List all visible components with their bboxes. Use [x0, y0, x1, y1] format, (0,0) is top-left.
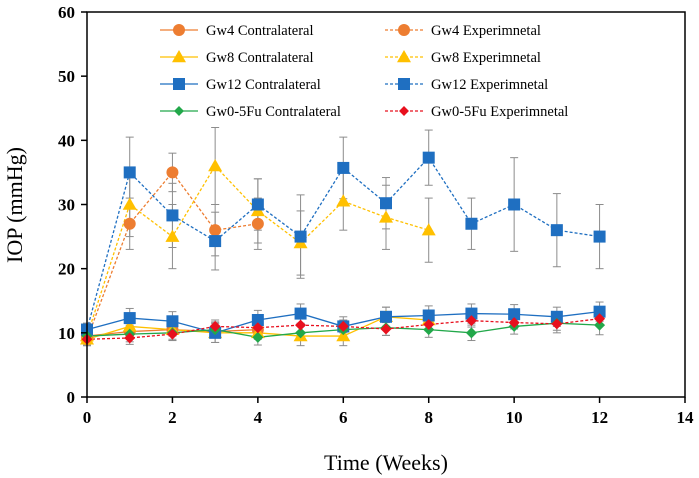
y-tick-label: 20	[58, 260, 75, 279]
data-point	[123, 166, 136, 179]
x-tick-label: 4	[254, 408, 263, 427]
data-point	[294, 307, 307, 320]
data-point	[251, 198, 264, 211]
data-point	[166, 166, 179, 179]
legend-marker	[397, 50, 411, 63]
legend-label: Gw12 Contralateral	[206, 77, 321, 93]
data-point	[422, 151, 435, 164]
legend-label: Gw4 Contralateral	[206, 23, 314, 39]
y-axis-title: IOP (mmHg)	[2, 147, 27, 263]
legend-label: Gw4 Experimnetal	[431, 23, 541, 39]
data-point	[465, 217, 478, 230]
data-point	[593, 305, 606, 318]
data-point	[251, 314, 264, 326]
data-point	[380, 310, 392, 323]
data-point	[166, 315, 179, 328]
data-point	[295, 319, 307, 331]
data-point	[165, 229, 180, 242]
data-point	[508, 308, 521, 321]
x-axis-title: Time (Weeks)	[324, 450, 448, 475]
data-point	[550, 310, 563, 323]
y-tick-label: 30	[58, 196, 75, 215]
data-point	[380, 323, 392, 335]
data-point	[380, 197, 392, 210]
data-point	[551, 318, 563, 330]
x-tick-label: 14	[677, 408, 695, 427]
data-point	[252, 322, 264, 334]
data-point	[166, 328, 178, 340]
data-point	[294, 230, 307, 243]
data-point	[124, 332, 136, 344]
x-tick-label: 2	[168, 408, 177, 427]
x-tick-label: 10	[506, 408, 523, 427]
data-point	[594, 319, 606, 331]
data-point	[422, 309, 435, 322]
data-point	[251, 217, 264, 230]
data-point	[122, 319, 137, 332]
axes	[81, 11, 686, 403]
x-tick-label: 12	[591, 408, 608, 427]
y-tick-label: 0	[67, 388, 76, 407]
data-point	[465, 307, 478, 320]
x-tick-label: 8	[424, 408, 433, 427]
data-point	[508, 198, 521, 211]
data-point	[295, 327, 307, 339]
data-point	[123, 312, 136, 325]
data-point	[123, 217, 136, 230]
legend-marker	[174, 106, 184, 116]
legend-label: Gw8 Contralateral	[206, 50, 314, 66]
y-tick-label: 40	[58, 131, 75, 150]
data-point	[209, 235, 222, 248]
x-tick-label: 0	[83, 408, 92, 427]
data-point	[465, 315, 477, 327]
data-point	[508, 317, 520, 329]
data-point	[421, 223, 436, 236]
x-tick-label: 6	[339, 408, 348, 427]
data-point	[336, 194, 351, 207]
tick-labels: 0 2 4 6 8 10 12 14 0 10 20 30 40 50 60	[58, 3, 694, 427]
data-point	[465, 327, 477, 339]
data-point	[337, 320, 349, 332]
data-point	[594, 313, 606, 325]
legend-label: Gw0-5Fu Experimnetal	[431, 104, 568, 120]
y-tick-label: 10	[58, 324, 75, 343]
legend-marker	[399, 106, 409, 116]
legend-label: Gw0-5Fu Contralateral	[206, 104, 341, 120]
legend-marker	[173, 24, 185, 36]
legend-label: Gw12 Experimnetal	[431, 77, 548, 93]
legend: Gw4 Contralateral Gw4 Experimnetal Gw8 Con…	[160, 23, 568, 120]
data-point	[550, 224, 563, 237]
data-point	[423, 318, 435, 330]
legend-label: Gw8 Experimnetal	[431, 50, 541, 66]
data-point	[252, 331, 264, 343]
data-point	[122, 197, 137, 210]
legend-marker	[172, 50, 186, 63]
legend-marker	[398, 78, 410, 90]
error-bars	[83, 127, 604, 347]
legend-marker	[173, 78, 185, 90]
data-point	[593, 230, 606, 243]
y-tick-label: 50	[58, 67, 75, 86]
series-markers	[80, 151, 606, 346]
data-point	[209, 224, 222, 237]
data-point	[208, 159, 223, 172]
data-point	[337, 161, 350, 174]
data-point	[209, 320, 221, 332]
data-point	[166, 209, 179, 222]
data-point	[336, 329, 351, 342]
legend-marker	[398, 24, 410, 36]
y-tick-label: 60	[58, 3, 75, 22]
data-point	[379, 210, 393, 223]
